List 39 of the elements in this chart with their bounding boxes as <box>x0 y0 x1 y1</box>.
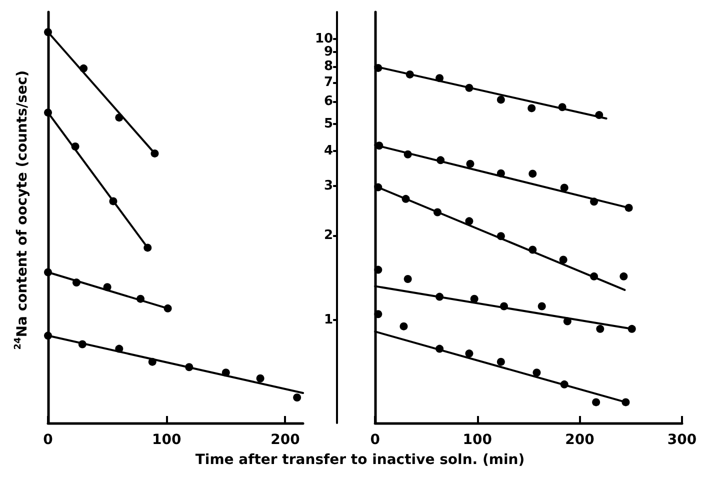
point <box>592 398 600 406</box>
y-tick-label: 9 <box>324 44 334 60</box>
y-tick-label: 3 <box>324 178 334 194</box>
x-tick-label: 100 <box>462 432 492 448</box>
y-tick-label: 2 <box>324 228 334 244</box>
point <box>470 294 478 303</box>
y-tick-label: 4 <box>324 143 334 158</box>
y-tick-label: 7 <box>324 75 334 90</box>
point <box>465 217 474 226</box>
point <box>374 310 382 318</box>
point <box>496 358 505 366</box>
x-tick-label: 0 <box>43 432 54 448</box>
point <box>374 266 382 274</box>
y-tick-label: 5 <box>324 116 334 132</box>
point <box>465 350 474 358</box>
y-tick-label: 8 <box>324 58 334 74</box>
point <box>293 394 302 402</box>
point <box>404 275 412 284</box>
x-axis-title: Time after transfer to inactive soln. (min) <box>195 452 525 468</box>
point <box>496 96 505 104</box>
point <box>256 374 264 382</box>
y-tick-label: 6 <box>324 94 334 110</box>
point <box>466 160 474 168</box>
x-tick-label: 100 <box>152 432 182 448</box>
point <box>559 256 568 264</box>
point <box>528 104 536 112</box>
x-tick-label: 300 <box>667 432 697 448</box>
point <box>538 302 546 310</box>
point <box>560 184 568 192</box>
point <box>528 170 537 178</box>
x-tick-label: 0 <box>370 432 380 448</box>
point <box>532 368 541 377</box>
point <box>400 322 408 330</box>
point <box>596 324 604 333</box>
x-tick-label: 200 <box>270 432 300 448</box>
y-tick-label: 10 <box>314 32 334 47</box>
point <box>620 272 628 280</box>
x-tick-label: 200 <box>565 432 595 448</box>
y-tick-label: 1 <box>324 312 334 328</box>
